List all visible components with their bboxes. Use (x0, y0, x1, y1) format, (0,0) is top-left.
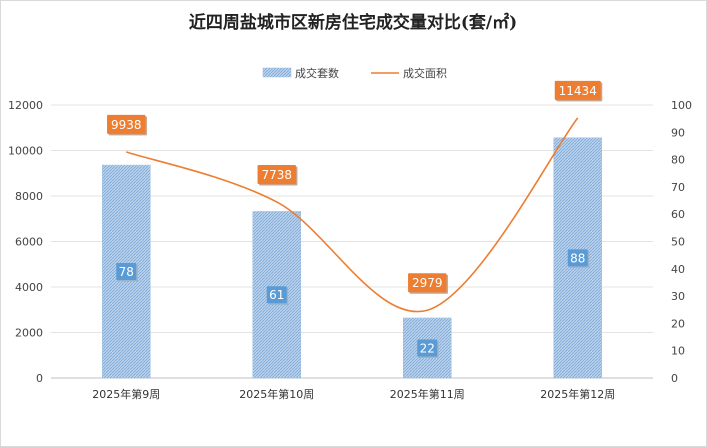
right-tick-label: 20 (671, 317, 685, 330)
line-data-labels: 9938 7738 2979 11434 (107, 80, 603, 294)
right-tick-label: 50 (671, 236, 685, 249)
bar-label-box (116, 263, 137, 281)
category-label: 2025年第11周 (390, 387, 465, 401)
left-axis-ticks: 0 2000 4000 6000 8000 10000 12000 (8, 99, 43, 385)
legend-item-line: 成交面积 (371, 66, 447, 80)
right-tick-label: 100 (671, 99, 692, 112)
line-data-label: 2979 (408, 273, 448, 294)
left-tick-label: 2000 (15, 327, 43, 340)
line-series-path (125, 117, 579, 313)
bar-label-box (266, 286, 287, 304)
bar-label-box (567, 249, 588, 267)
bar-data-label: 22 (417, 339, 439, 358)
right-axis-ticks: 0 10 20 30 40 50 60 70 80 90 100 (671, 99, 692, 385)
right-tick-label: 70 (671, 181, 685, 194)
legend-label-line: 成交面积 (403, 66, 447, 80)
line-data-label: 9938 (107, 114, 147, 136)
bar-label-box (417, 339, 438, 357)
chart-title: 近四周盐城市区新房住宅成交量对比(套/㎡) (189, 12, 517, 33)
line-label-text: 9938 (111, 118, 142, 132)
right-tick-label: 10 (671, 345, 685, 358)
line-label-box (257, 164, 296, 184)
bar-data-label: 78 (116, 263, 138, 282)
category-label: 2025年第9周 (92, 387, 160, 401)
bar-data-label: 61 (266, 286, 289, 305)
bar-series (102, 137, 602, 379)
line-label-box (107, 114, 146, 134)
right-tick-label: 0 (671, 372, 678, 385)
left-tick-label: 8000 (15, 190, 43, 203)
line-series (125, 117, 579, 313)
line-label-text: 7738 (261, 168, 292, 182)
line-data-label: 11434 (554, 80, 603, 102)
legend-swatch-bar (262, 67, 292, 78)
right-tick-label: 90 (671, 126, 685, 139)
line-data-label: 7738 (257, 164, 298, 186)
category-label: 2025年第12周 (540, 387, 615, 401)
right-tick-label: 60 (671, 208, 685, 221)
category-label: 2025年第10周 (239, 387, 314, 401)
bar-label-text: 22 (420, 341, 435, 355)
bar-data-labels: 78 61 22 88 (116, 249, 590, 358)
left-tick-label: 12000 (8, 99, 43, 112)
line-label-box (554, 80, 601, 100)
bar-label-text: 61 (269, 288, 284, 302)
left-tick-label: 6000 (15, 236, 43, 249)
right-tick-label: 40 (671, 263, 685, 276)
line-label-text: 2979 (412, 276, 443, 290)
left-tick-label: 0 (36, 372, 43, 385)
left-tick-label: 4000 (15, 281, 43, 294)
category-labels: 2025年第9周 2025年第10周 2025年第11周 2025年第12周 (92, 387, 615, 401)
line-label-box (408, 273, 447, 293)
grid-lines (51, 104, 653, 379)
right-tick-label: 30 (671, 290, 685, 303)
line-label-text: 11434 (559, 84, 597, 98)
legend: 成交套数 成交面积 (262, 66, 447, 80)
bar-label-text: 88 (570, 251, 585, 265)
legend-item-bar: 成交套数 (262, 66, 339, 80)
legend-label-bar: 成交套数 (295, 66, 339, 80)
bar-label-text: 78 (119, 265, 134, 279)
left-tick-label: 10000 (8, 145, 43, 158)
right-tick-label: 80 (671, 154, 685, 167)
bar-data-label: 88 (567, 249, 590, 268)
